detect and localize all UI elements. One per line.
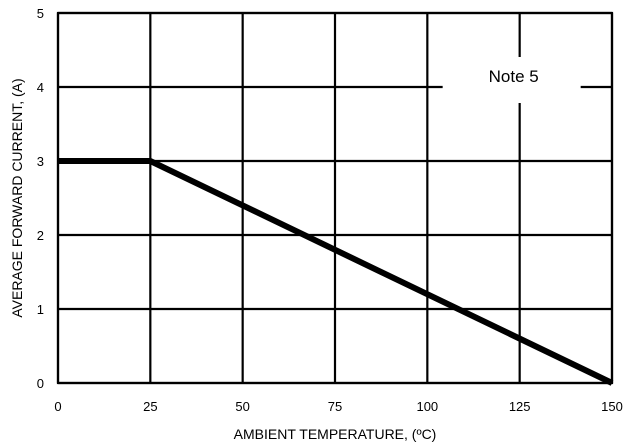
x-tick-label-50: 50 (235, 399, 249, 414)
x-tick-label-75: 75 (328, 399, 342, 414)
series-layer (57, 158, 614, 386)
y-axis-title: AVERAGE FORWARD CURRENT, (A) (9, 78, 25, 317)
y-tick-label-3: 3 (37, 154, 44, 169)
y-tick-label-5: 5 (37, 6, 44, 21)
x-tick-label-100: 100 (416, 399, 438, 414)
note-annotation: Note 5 (489, 67, 539, 86)
x-tick-label-150: 150 (601, 399, 623, 414)
note-layer: Note 5 (442, 57, 581, 103)
x-tick-label-25: 25 (143, 399, 157, 414)
y-tick-label-4: 4 (37, 80, 44, 95)
tick-labels: 0 25 50 75 100 125 150 0 1 2 3 4 5 (37, 6, 623, 414)
x-tick-label-0: 0 (54, 399, 61, 414)
plot-border (56, 11, 614, 385)
note-background (442, 57, 581, 103)
y-tick-label-1: 1 (37, 302, 44, 317)
y-tick-label-2: 2 (37, 228, 44, 243)
x-tick-label-125: 125 (509, 399, 531, 414)
y-tick-label-0: 0 (37, 376, 44, 391)
x-axis-title: AMBIENT TEMPERATURE, (ºC) (234, 426, 437, 442)
